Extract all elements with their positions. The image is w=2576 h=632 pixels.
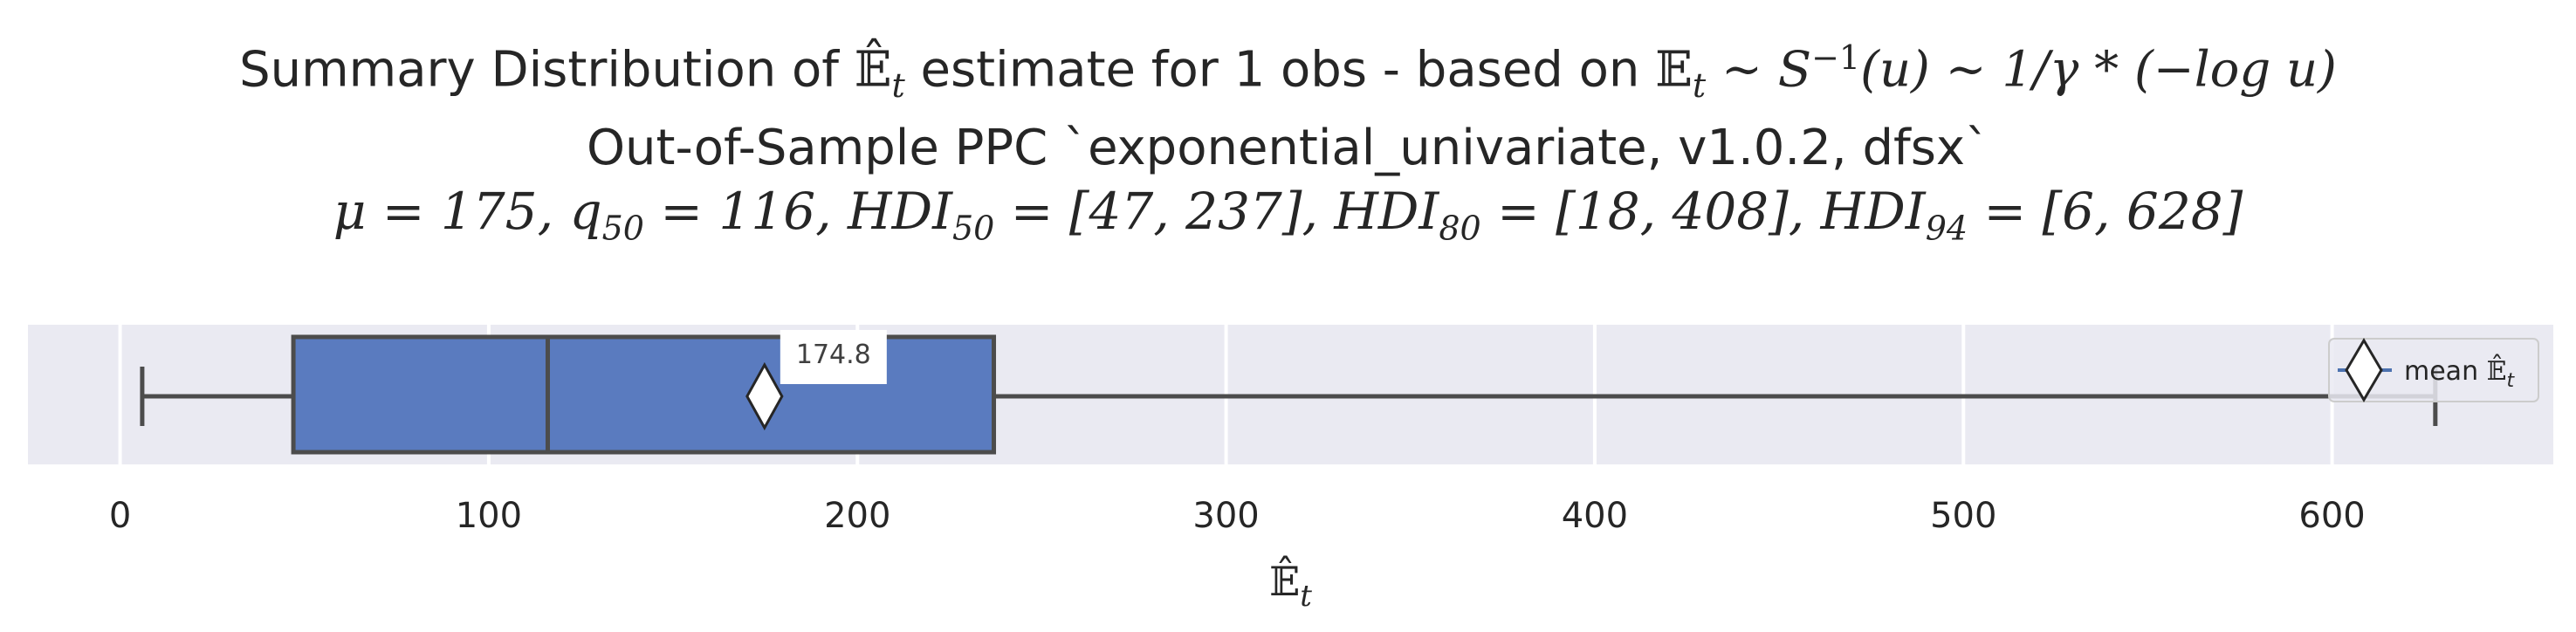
stat-text: μ = 175, q (333, 181, 602, 241)
mean-annotation-box (780, 330, 887, 384)
legend-mean-marker (2345, 338, 2383, 402)
title-math: ~ S (1706, 41, 1812, 99)
x-tick-label: 600 (2298, 496, 2365, 536)
stat-text: = [47, 237], HDI (994, 181, 1439, 241)
title-math-sup: −1 (1811, 38, 1861, 77)
stat-sub: 50 (601, 209, 644, 248)
title-line-1: Summary Distribution of 𝔼̂t estimate for… (0, 26, 2576, 117)
stat-sub: 80 (1439, 209, 1481, 248)
stat-sub: 94 (1925, 209, 1968, 248)
legend-box (2328, 338, 2539, 402)
chart-title: Summary Distribution of 𝔼̂t estimate for… (0, 26, 2576, 259)
title-math: (u) ~ 1/γ * (−log u) (1860, 41, 2337, 99)
mean-marker (745, 361, 784, 431)
x-tick-label: 100 (456, 496, 522, 536)
x-tick-label: 500 (1930, 496, 1996, 536)
iqr-box (291, 334, 997, 455)
x-tick-label: 400 (1562, 496, 1628, 536)
title-text: estimate for 1 obs - based on (904, 41, 1656, 99)
title-line-2: Out-of-Sample PPC `exponential_univariat… (586, 119, 1990, 176)
stat-text: = [6, 628] (1968, 181, 2243, 241)
mean-annotation: 174.8 (796, 340, 871, 370)
x-axis-label: 𝔼̂t (1269, 555, 1312, 614)
x-tick-label: 300 (1192, 496, 1259, 536)
stat-sub: 50 (952, 209, 995, 248)
title-math-sub: t (891, 65, 905, 105)
stat-text: = 116, HDI (643, 181, 952, 241)
x-tick-label: 200 (824, 496, 890, 536)
title-math-sub: t (1692, 65, 1707, 105)
title-math: 𝔼̂ (854, 41, 892, 99)
x-tick-label: 0 (109, 496, 131, 536)
title-line-3: μ = 175, q50 = 116, HDI50 = [47, 237], H… (0, 180, 2576, 260)
stat-text: = [18, 408], HDI (1480, 181, 1926, 241)
title-math: 𝔼 (1655, 41, 1693, 99)
title-text: Summary Distribution of (239, 41, 855, 99)
legend-label: mean 𝔼̂t (2404, 354, 2516, 392)
